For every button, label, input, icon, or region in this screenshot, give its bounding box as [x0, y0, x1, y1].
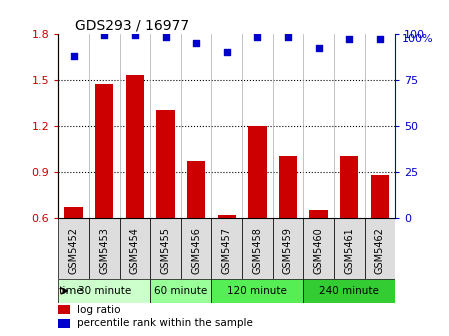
Bar: [242, 218, 273, 279]
Bar: [181, 218, 211, 279]
Bar: [273, 218, 303, 279]
Point: [193, 40, 200, 45]
Text: time: time: [59, 286, 84, 296]
Point: [101, 33, 108, 38]
Text: GSM5455: GSM5455: [161, 227, 171, 274]
Bar: [119, 218, 150, 279]
Point: [131, 33, 138, 38]
Point: [162, 35, 169, 40]
Text: 240 minute: 240 minute: [319, 286, 379, 296]
Bar: [211, 279, 303, 303]
Bar: [65, 207, 83, 218]
Bar: [156, 110, 175, 218]
Bar: [279, 156, 297, 218]
Bar: [365, 218, 395, 279]
Bar: [187, 161, 205, 218]
Bar: [309, 210, 328, 218]
Point: [315, 46, 322, 51]
Bar: [248, 126, 267, 218]
Bar: [303, 279, 395, 303]
Text: 30 minute: 30 minute: [78, 286, 131, 296]
Text: GSM5454: GSM5454: [130, 227, 140, 274]
Bar: [89, 218, 119, 279]
Point: [223, 49, 230, 55]
Point: [254, 35, 261, 40]
Bar: [370, 175, 389, 218]
Text: percentile rank within the sample: percentile rank within the sample: [77, 319, 253, 329]
Text: GSM5458: GSM5458: [252, 227, 262, 274]
Text: 120 minute: 120 minute: [228, 286, 287, 296]
Bar: [58, 218, 89, 279]
Text: log ratio: log ratio: [77, 304, 120, 314]
Text: GDS293 / 16977: GDS293 / 16977: [75, 18, 189, 33]
Bar: [303, 218, 334, 279]
Bar: [58, 305, 70, 314]
Bar: [340, 156, 358, 218]
Text: 60 minute: 60 minute: [154, 286, 207, 296]
Text: GSM5460: GSM5460: [313, 227, 324, 274]
Bar: [211, 218, 242, 279]
Point: [376, 36, 383, 42]
Bar: [126, 75, 144, 218]
Point: [284, 35, 291, 40]
Text: GSM5459: GSM5459: [283, 227, 293, 274]
Text: GSM5462: GSM5462: [375, 227, 385, 274]
Bar: [58, 279, 150, 303]
Text: 100%: 100%: [402, 34, 433, 44]
Bar: [334, 218, 365, 279]
Bar: [95, 84, 114, 218]
Text: GSM5452: GSM5452: [69, 227, 79, 274]
Point: [70, 53, 77, 58]
Text: GSM5457: GSM5457: [222, 227, 232, 274]
Point: [346, 36, 353, 42]
Bar: [58, 319, 70, 328]
Bar: [150, 279, 211, 303]
Bar: [218, 214, 236, 218]
Text: GSM5453: GSM5453: [99, 227, 109, 274]
Text: GSM5461: GSM5461: [344, 227, 354, 274]
Text: GSM5456: GSM5456: [191, 227, 201, 274]
Bar: [150, 218, 181, 279]
